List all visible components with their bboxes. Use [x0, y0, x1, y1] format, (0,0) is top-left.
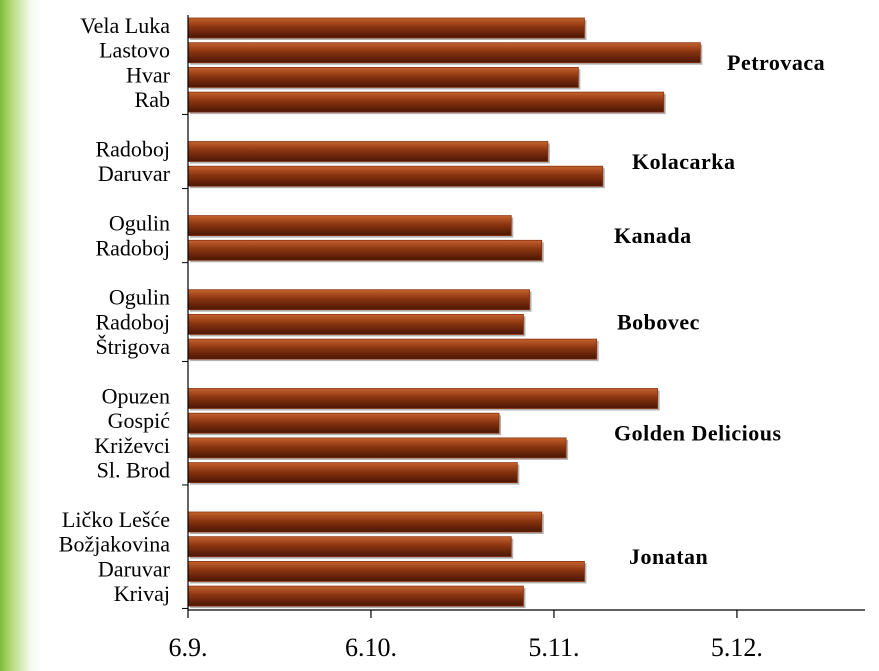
bar: [187, 388, 659, 409]
category-label: Daruvar: [98, 161, 171, 186]
category-label: Opuzen: [102, 384, 170, 409]
bar: [187, 91, 665, 113]
category-label: Krivaj: [114, 581, 170, 606]
group-label: Bobovec: [617, 309, 700, 334]
bar: [187, 585, 524, 607]
category-label: Ogulin: [109, 285, 170, 310]
group-label: Jonatan: [629, 544, 708, 569]
category-label: Štrigova: [95, 334, 170, 359]
category-label: Rab: [135, 87, 170, 112]
bar: [187, 437, 567, 459]
category-label: Gospić: [108, 408, 171, 433]
group-label: Golden Delicious: [614, 421, 782, 446]
category-label: Križevci: [94, 433, 170, 458]
category-label: Vela Luka: [80, 13, 170, 38]
x-tick-label: 6.10.: [345, 633, 397, 662]
bar: [187, 215, 512, 237]
x-tick-label: 6.9.: [169, 633, 208, 662]
category-label: Sl. Brod: [97, 458, 170, 483]
category-label: Daruvar: [98, 556, 171, 581]
category-label: Radoboj: [95, 309, 170, 334]
category-label: Ogulin: [109, 211, 170, 236]
bar: [187, 536, 512, 558]
category-label: Lastovo: [99, 38, 170, 63]
category-label: Radoboj: [95, 235, 170, 260]
category-label: Božjakovina: [59, 532, 170, 557]
bar: [187, 412, 500, 434]
bar: [187, 338, 598, 360]
bar: [187, 289, 530, 311]
bar: [187, 462, 518, 484]
category-label: Hvar: [126, 62, 171, 87]
bar: [187, 561, 585, 582]
category-label: Radoboj: [95, 137, 170, 162]
bar: [187, 313, 524, 335]
group-label: Kanada: [614, 223, 692, 248]
bar: [187, 42, 701, 64]
group-label: Petrovaca: [727, 50, 825, 75]
bar: [187, 141, 549, 162]
x-tick-label: 5.11.: [528, 633, 579, 662]
bar: [187, 165, 604, 187]
x-tick-label: 5.12.: [711, 633, 763, 662]
bar: [187, 239, 543, 261]
group-label: Kolacarka: [632, 149, 736, 174]
bar: [187, 511, 543, 533]
bar: [187, 67, 579, 88]
category-label: Ličko Lešće: [62, 507, 170, 532]
bar: [187, 17, 585, 39]
